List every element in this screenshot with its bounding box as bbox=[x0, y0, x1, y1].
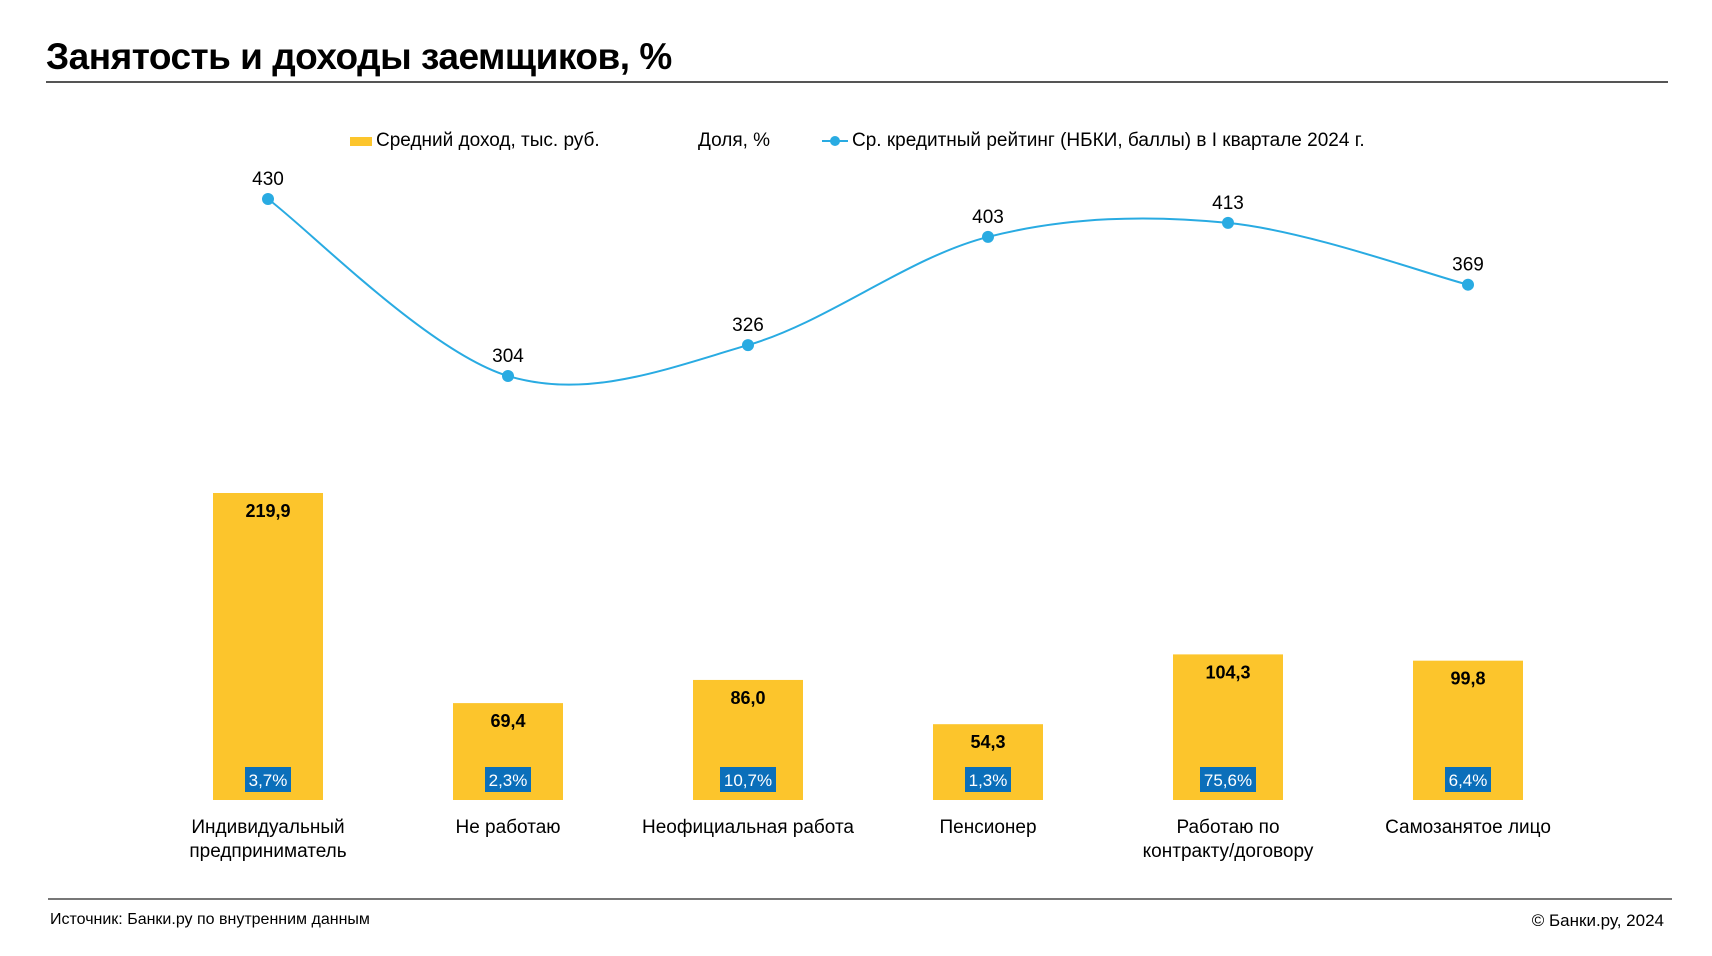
legend-item-rating: Ср. кредитный рейтинг (НБКИ, баллы) в I … bbox=[822, 129, 1365, 153]
share-value-label: 3,7% bbox=[249, 771, 288, 790]
legend-label-rating: Ср. кредитный рейтинг (НБКИ, баллы) в I … bbox=[852, 130, 1365, 151]
share-value-label: 6,4% bbox=[1449, 771, 1488, 790]
rating-point bbox=[502, 370, 514, 382]
legend-line-marker bbox=[822, 136, 848, 146]
rating-point bbox=[262, 193, 274, 205]
share-value-label: 1,3% bbox=[969, 771, 1008, 790]
category-label: Работаю по bbox=[1176, 817, 1279, 838]
title-divider bbox=[46, 81, 1668, 83]
rating-value-label: 430 bbox=[252, 169, 284, 190]
rating-point bbox=[1462, 278, 1474, 291]
share-value-label: 2,3% bbox=[489, 771, 528, 790]
legend-item-share: Доля, % bbox=[698, 129, 770, 153]
share-value-label: 10,7% bbox=[724, 771, 772, 790]
share-badge bbox=[1200, 767, 1256, 792]
source-note: Источник: Банки.ру по внутренним данным bbox=[50, 911, 370, 928]
share-value-label: 75,6% bbox=[1204, 771, 1252, 790]
rating-point bbox=[982, 230, 994, 243]
income-value-label: 86,0 bbox=[730, 688, 765, 708]
share-badge bbox=[245, 767, 291, 792]
income-value-label: 54,3 bbox=[970, 732, 1005, 752]
category-label: Не работаю bbox=[455, 817, 560, 838]
share-badge bbox=[720, 767, 776, 792]
income-value-label: 99,8 bbox=[1450, 669, 1485, 689]
income-value-label: 219,9 bbox=[245, 501, 290, 521]
legend-label-share: Доля, % bbox=[698, 130, 771, 151]
category-label: Самозанятое лицо bbox=[1385, 817, 1551, 838]
rating-value-label: 403 bbox=[972, 207, 1004, 228]
category-label: контракту/договору bbox=[1143, 841, 1314, 862]
rating-value-label: 369 bbox=[1452, 255, 1484, 276]
chart-title: Занятость и доходы заемщиков, % bbox=[46, 36, 672, 77]
share-badge bbox=[1445, 767, 1491, 792]
rating-point bbox=[742, 339, 754, 352]
legend-item-income: Средний доход, тыс. руб. bbox=[350, 129, 600, 153]
category-label: Неофициальная работа bbox=[642, 817, 854, 838]
share-badge bbox=[485, 767, 531, 792]
footer-divider bbox=[48, 898, 1672, 900]
legend-bar-swatch bbox=[350, 136, 372, 146]
category-label: Индивидуальный bbox=[191, 817, 344, 838]
income-value-label: 104,3 bbox=[1205, 662, 1250, 682]
rating-value-label: 304 bbox=[492, 346, 524, 367]
category-label: предприниматель bbox=[189, 841, 346, 862]
rating-line bbox=[267, 198, 1469, 386]
rating-point bbox=[1222, 216, 1234, 229]
income-value-label: 69,4 bbox=[490, 711, 525, 731]
rating-value-label: 413 bbox=[1212, 193, 1244, 214]
legend-label-income: Средний доход, тыс. руб. bbox=[376, 130, 600, 151]
copyright-note: © Банки.ру, 2024 bbox=[1531, 911, 1664, 930]
rating-value-label: 326 bbox=[732, 315, 764, 336]
category-label: Пенсионер bbox=[939, 817, 1036, 838]
combo-chart: 219,9 3,7% Индивидуальный предприниматель 69… bbox=[189, 169, 1551, 862]
income-bar bbox=[213, 493, 323, 800]
share-badge bbox=[965, 767, 1011, 792]
